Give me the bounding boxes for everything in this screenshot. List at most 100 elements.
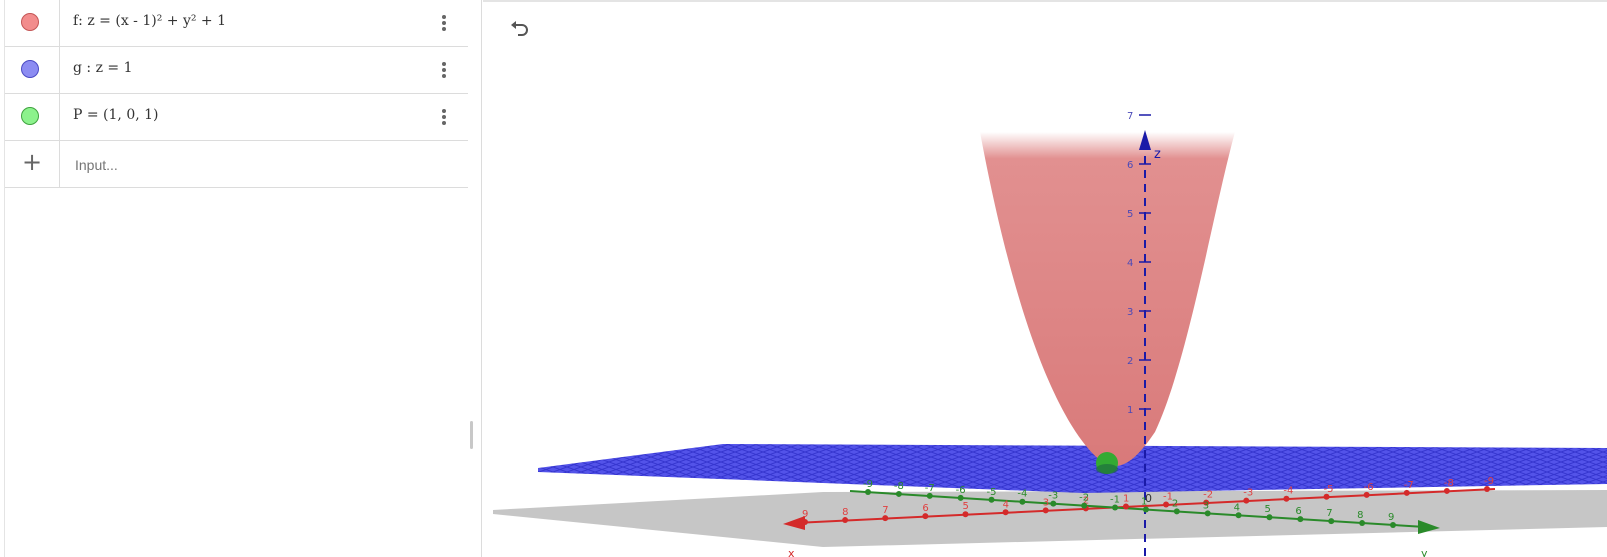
more-options-icon[interactable]	[437, 12, 451, 34]
y-tick-label: 1	[1141, 496, 1147, 507]
point-P-shadow	[1096, 464, 1118, 474]
x-tick-label: -4	[1283, 486, 1293, 497]
x-tick-label: -1	[1163, 492, 1173, 503]
undo-icon[interactable]	[507, 16, 533, 42]
x-axis-arrow	[783, 516, 805, 530]
x-tick	[842, 517, 849, 524]
y-tick-label: -1	[1110, 495, 1120, 506]
x-tick-label: 3	[1043, 497, 1049, 508]
algebra-input[interactable]	[73, 156, 457, 174]
y-tick-label: -4	[1017, 489, 1027, 500]
row-gutter	[5, 0, 60, 46]
more-options-icon[interactable]	[437, 106, 451, 128]
z-tick-label: 1	[1127, 405, 1133, 416]
y-tick	[1235, 512, 1242, 519]
y-tick-label: -2	[1079, 493, 1089, 504]
x-tick-label: -2	[1203, 490, 1213, 501]
y-axis-label: y	[1421, 547, 1428, 557]
y-tick-label: 9	[1388, 512, 1394, 523]
y-tick-label: 4	[1234, 502, 1240, 513]
y-tick	[1142, 506, 1149, 513]
visibility-toggle-P[interactable]	[21, 107, 39, 125]
y-tick-label: -8	[894, 481, 904, 492]
x-tick	[1403, 489, 1410, 496]
y-tick	[1050, 500, 1057, 507]
y-tick-label: -9	[863, 479, 873, 490]
x-tick	[922, 513, 929, 520]
algebra-view: f: z = (x - 1)² + y² + 1 g : z = 1 P = (…	[0, 0, 482, 557]
origin-label: 0	[1145, 492, 1152, 505]
plane-g	[538, 444, 1607, 493]
plus-icon[interactable]: +	[22, 148, 43, 176]
y-tick	[1112, 504, 1119, 511]
more-options-icon[interactable]	[437, 59, 451, 81]
y-tick	[1297, 516, 1304, 523]
z-tick-label: 2	[1127, 356, 1133, 367]
x-tick	[1283, 495, 1290, 502]
y-tick	[1266, 514, 1273, 521]
y-tick	[1328, 518, 1335, 525]
y-tick-label: 5	[1264, 504, 1270, 515]
ground-plane	[493, 490, 1607, 547]
x-tick-label: -5	[1324, 484, 1334, 495]
x-tick-label: 1	[1123, 493, 1129, 504]
x-tick	[1203, 499, 1210, 506]
x-tick	[802, 519, 808, 525]
x-tick-label: -8	[1444, 478, 1454, 489]
visibility-toggle-g[interactable]	[21, 60, 39, 78]
algebra-row-g[interactable]: g : z = 1	[5, 47, 468, 94]
y-tick	[1173, 508, 1180, 515]
row-gutter	[5, 47, 60, 93]
formula-f[interactable]: f: z = (x - 1)² + y² + 1	[73, 13, 227, 29]
y-tick-label: 2	[1172, 498, 1178, 509]
y-axis-arrow	[1418, 520, 1440, 534]
y-tick-label: 6	[1295, 506, 1301, 517]
x-tick	[1122, 503, 1129, 510]
y-tick	[1081, 502, 1088, 509]
x-tick-label: -7	[1404, 480, 1414, 491]
y-tick	[865, 489, 871, 495]
x-tick-label: -6	[1364, 482, 1374, 493]
x-tick	[1002, 509, 1009, 516]
x-tick-label: 5	[962, 501, 968, 512]
y-tick-label: 3	[1203, 500, 1209, 511]
x-tick	[1484, 486, 1490, 492]
y-tick-label: -6	[956, 485, 966, 496]
visibility-toggle-f[interactable]	[21, 13, 39, 31]
x-tick	[1042, 507, 1049, 514]
formula-g[interactable]: g : z = 1	[73, 60, 133, 76]
z-tick-label: 7	[1127, 111, 1133, 122]
x-tick-label: 6	[922, 503, 928, 514]
x-axis	[794, 488, 1496, 524]
algebra-row-f[interactable]: f: z = (x - 1)² + y² + 1	[5, 0, 468, 47]
x-tick-label: 9	[802, 509, 808, 520]
y-tick	[1019, 498, 1026, 505]
y-tick	[926, 492, 933, 499]
x-tick-label: 2	[1083, 495, 1089, 506]
x-tick-label: -9	[1484, 476, 1494, 487]
y-tick-label: -3	[1048, 491, 1058, 502]
row-gutter: +	[5, 141, 60, 187]
x-tick	[882, 515, 889, 522]
formula-P[interactable]: P = (1, 0, 1)	[73, 107, 159, 123]
x-tick	[962, 511, 969, 518]
z-axis-arrow	[1139, 130, 1151, 150]
x-axis-label: x	[788, 547, 795, 557]
algebra-row-P[interactable]: P = (1, 0, 1)	[5, 94, 468, 141]
y-tick-label: 8	[1357, 510, 1363, 521]
x-tick-label: 8	[842, 507, 848, 518]
y-tick	[1204, 510, 1211, 517]
y-tick	[895, 490, 902, 497]
algebra-input-row[interactable]: +	[5, 141, 468, 188]
z-tick-label: 6	[1127, 160, 1133, 171]
z-tick-label: 4	[1127, 258, 1133, 269]
x-tick-label: -3	[1243, 488, 1253, 499]
x-tick	[1363, 491, 1370, 498]
resize-handle[interactable]	[470, 421, 473, 449]
left-border	[4, 0, 5, 557]
x-tick	[1323, 493, 1330, 500]
paraboloid-f	[980, 132, 1235, 467]
x-tick	[1243, 497, 1250, 504]
